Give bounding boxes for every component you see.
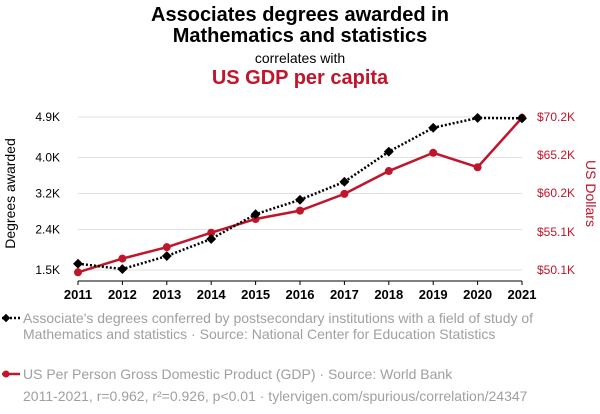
title-line-1: Associates degrees awarded in [151, 4, 449, 26]
legend-text-gdp: US Per Person Gross Domestic Product (GD… [23, 366, 453, 382]
right-tick-label: $65.2K [537, 148, 575, 162]
right-tick-label: $70.2K [537, 110, 575, 124]
degrees-point [73, 258, 83, 269]
x-tick-label: 2013 [152, 287, 181, 302]
x-tick-label: 2019 [419, 287, 448, 302]
degrees-point [472, 112, 483, 123]
right-tick-label: $55.1K [537, 225, 575, 239]
left-axis-title: Degrees awarded [2, 138, 18, 249]
x-tick-label: 2021 [508, 287, 537, 302]
degrees-point [517, 113, 527, 124]
right-tick-label: $50.1K [537, 263, 575, 277]
left-tick-label: 4.0K [35, 151, 60, 165]
gdp-point [296, 206, 304, 215]
x-tick-label: 2015 [241, 287, 270, 302]
degrees-point [339, 176, 350, 187]
left-tick-label: 4.9K [35, 110, 60, 124]
legend-text-degrees: Associate's degrees conferred by postsec… [23, 310, 534, 342]
gdp-point [429, 148, 438, 157]
right-tick-label: $60.2K [537, 186, 575, 200]
x-tick-label: 2014 [197, 287, 227, 302]
gdp-point [340, 189, 349, 198]
gdp-point [74, 268, 82, 277]
gdp-point [118, 254, 127, 263]
left-tick-label: 3.2K [35, 187, 60, 201]
x-tick-label: 2011 [64, 287, 92, 302]
footer-stats: 2011-2021, r=0.962, r²=0.926, p<0.01 · t… [23, 388, 528, 404]
x-tick-label: 2016 [286, 287, 315, 302]
degrees-point [428, 122, 439, 133]
title-line-2: Mathematics and statistics [172, 25, 428, 47]
x-tick-label: 2012 [108, 287, 137, 302]
gdp-point [384, 167, 393, 176]
degrees-point [250, 209, 261, 220]
degrees-point [383, 146, 394, 157]
degrees-point [206, 234, 217, 244]
right-axis-title: US Dollars [583, 160, 599, 227]
degrees-point [161, 251, 172, 261]
left-tick-label: 2.4K [35, 223, 60, 237]
legend-marker-gdp [2, 370, 20, 378]
x-tick-label: 2020 [463, 287, 492, 302]
x-tick-label: 2017 [330, 287, 359, 302]
degrees-point [117, 264, 128, 275]
gdp-point [207, 228, 216, 237]
correlates-with-label: correlates with [254, 50, 346, 66]
x-tick-label: 2018 [374, 287, 403, 302]
left-tick-label: 1.5K [35, 263, 60, 277]
gdp-point [162, 243, 171, 252]
second-title: US GDP per capita [211, 67, 389, 89]
gdp-point [473, 163, 482, 172]
degrees-point [295, 194, 305, 205]
legend-marker-degrees [1, 313, 20, 323]
